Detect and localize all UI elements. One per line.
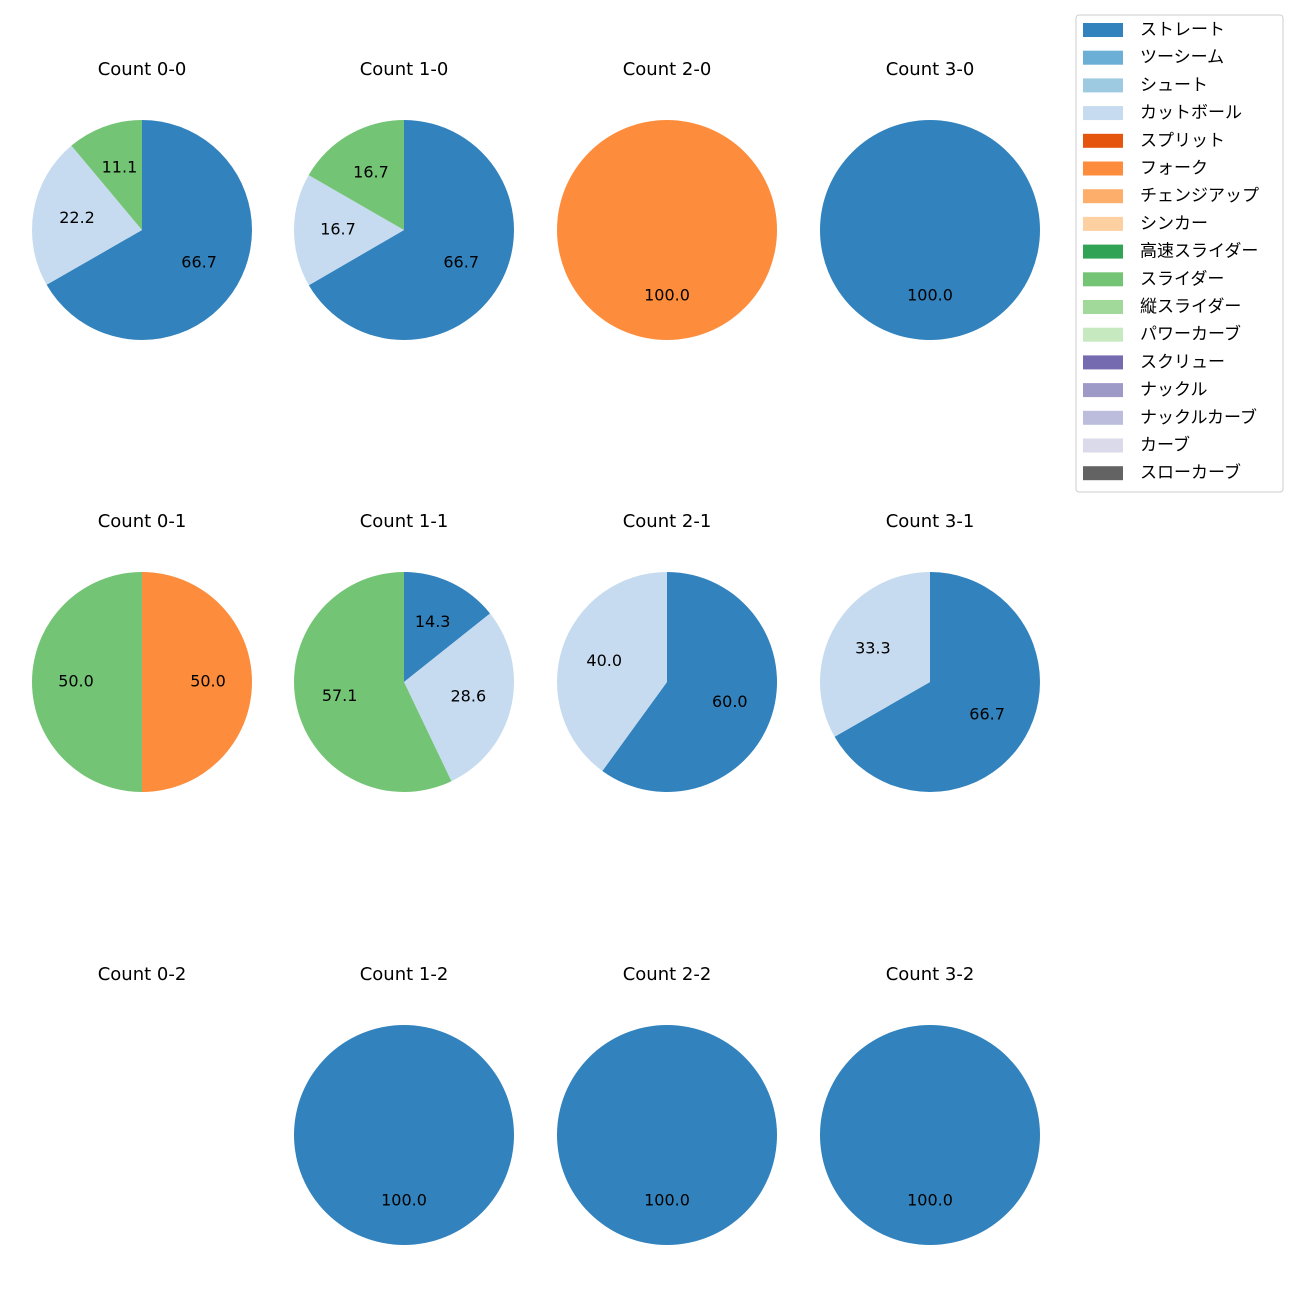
legend-label: ナックル [1140,380,1208,400]
legend-label: カットボール [1140,103,1242,123]
pie-slice [293,572,452,792]
value-label: 40.0 [586,651,622,670]
pie-slice [602,572,777,793]
pie-title: Count 0-0 [98,59,187,80]
pie-slice [820,120,1040,340]
legend-label: カーブ [1140,435,1190,456]
legend-box [1075,14,1284,493]
value-label: 66.7 [969,705,1005,724]
pie-slice [820,572,930,737]
legend-label: ツーシーム [1140,48,1224,68]
value-label: 60.0 [712,692,748,711]
value-label: 50.0 [190,672,226,691]
legend-label: シンカー [1140,214,1208,234]
value-label: 100.0 [644,286,690,305]
pie-slice [31,145,143,285]
value-label: 57.1 [322,686,358,705]
pie-slice [294,1025,514,1245]
legend-swatch [1083,410,1123,425]
legend-swatch [1083,438,1123,453]
value-label: 100.0 [381,1191,427,1210]
legend-label: スクリュー [1140,352,1225,372]
value-label: 28.6 [451,686,487,705]
legend-swatch [1083,272,1123,287]
pie-slice [834,572,1040,792]
legend-label: 縦スライダー [1140,297,1241,317]
legend-swatch [1083,327,1123,342]
pie-title: Count 2-0 [623,59,712,80]
legend-label: フォーク [1140,159,1208,179]
pie-slice [308,120,514,340]
legend-swatch [1083,383,1123,398]
value-label: 16.7 [353,162,389,181]
value-label: 100.0 [907,286,953,305]
legend-label: スプリット [1140,131,1225,151]
pie-slice [404,572,491,682]
value-label: 50.0 [58,672,94,691]
pie-title: Count 1-0 [360,59,449,80]
pie-title: Count 0-2 [98,964,187,985]
pie-title: Count 0-1 [98,511,187,532]
legend-label: 高速スライダー [1140,242,1258,262]
value-label: 16.7 [320,220,356,239]
pie-title: Count 3-0 [886,59,975,80]
legend-swatch [1083,50,1123,65]
pie-slice [142,572,252,792]
pie-slice [308,120,404,230]
legend-swatch [1083,355,1123,370]
legend-swatch [1083,23,1123,37]
legend-label: スライダー [1140,269,1224,289]
legend-swatch [1083,78,1123,93]
legend-swatch [1083,300,1123,314]
pie-slice [46,120,253,340]
value-label: 14.3 [415,612,451,631]
pie-slice [71,120,142,230]
pie-slice [32,572,142,792]
pie-slice [557,572,667,771]
value-label: 33.3 [855,638,891,657]
legend-swatch [1083,189,1123,204]
value-label: 22.2 [59,208,95,227]
value-label: 11.1 [102,157,138,176]
pie-slice [557,120,777,340]
legend-swatch [1083,466,1123,481]
value-label: 66.7 [443,252,479,271]
pie-title: Count 1-1 [360,511,449,532]
pie-title: Count 1-2 [360,964,449,985]
pie-title: Count 3-2 [886,964,975,985]
legend-label: スローカーブ [1140,462,1241,483]
pie-slice [557,1025,777,1245]
legend-label: ストレート [1140,20,1225,40]
legend-swatch [1083,133,1123,148]
legend-swatch [1083,244,1123,259]
legend-label: ナックルカーブ [1140,407,1257,428]
legend-swatch [1083,106,1123,121]
legend-swatch [1083,161,1123,176]
pie-title: Count 2-2 [623,964,712,985]
legend-label: チェンジアップ [1140,186,1259,206]
pie-slice [820,1025,1040,1245]
pie-title: Count 3-1 [886,511,975,532]
value-label: 100.0 [907,1191,953,1210]
legend-label: パワーカーブ [1140,324,1241,345]
value-label: 66.7 [181,253,217,272]
pie-slice [404,613,515,782]
pie-title: Count 2-1 [623,511,712,532]
legend-swatch [1083,216,1123,231]
legend-label: シュート [1140,75,1208,95]
pie-slice [294,175,404,286]
value-label: 100.0 [644,1191,690,1210]
